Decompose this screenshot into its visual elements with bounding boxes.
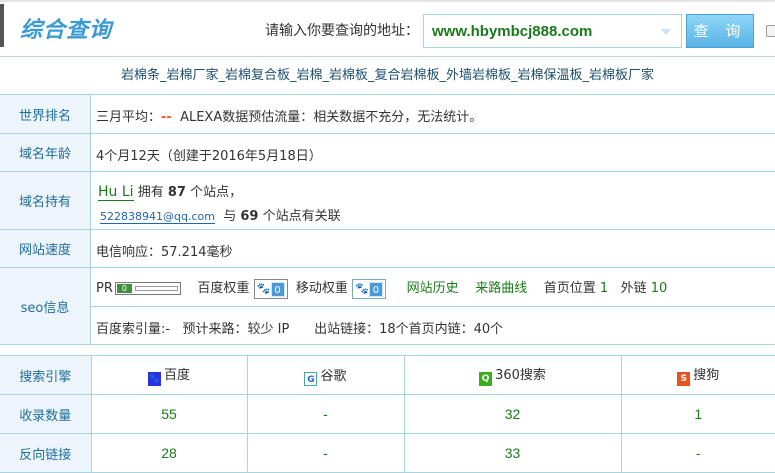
domain-age-value: 4个月12天（创建于2016年5月18日） (96, 149, 322, 164)
row-world-rank: 世界排名 三月平均：-- ALEXA数据预估流量：相关数据不充分，无法统计。 (0, 95, 775, 134)
row-domain-owner: 域名持有 Hu Li 拥有 87 个站点， 522838941@qq.com 与… (0, 172, 775, 230)
mobile-weight-badge[interactable]: 🐾 0 (351, 278, 386, 299)
engine-name: 360搜索 (495, 368, 546, 383)
rank-prefix: 三月平均： (96, 110, 162, 125)
indexed-baidu: 55 (90, 394, 248, 434)
with-text: 与 (223, 209, 237, 224)
dropdown-arrow-icon[interactable] (661, 29, 671, 35)
paw-icon: 🐾 (354, 281, 369, 295)
engine-name: 谷歌 (320, 368, 347, 384)
engine-google: G 谷歌 (246, 355, 405, 395)
query-button[interactable]: 查 询 (686, 14, 754, 48)
external-links-value: 10 (650, 281, 668, 296)
row-site-speed: 网站速度 电信响应：57.214毫秒 (0, 230, 775, 268)
sogou-icon: S (677, 372, 691, 386)
external-links-label: 外链 (620, 281, 647, 296)
table-row: 收录数量 55 - 32 1 (0, 394, 775, 434)
indexed-sogou: 1 (620, 394, 775, 434)
owner-line: Hu Li 拥有 87 个站点， (98, 181, 243, 201)
owner-sites-text: 个站点， (190, 185, 243, 200)
baidu-index: 百度索引量:- (96, 322, 171, 337)
row-label: 网站速度 (0, 230, 91, 267)
header-accent-bar (0, 4, 4, 47)
backlinks-360: 33 (403, 433, 622, 473)
seo-line-1: PR 0 百度权重 🐾 0 移动权重 🐾 0 网站历史 来路曲线 首页位置 1 外链 … (96, 277, 667, 299)
table-row: 反向链接 28 - 33 - (0, 433, 775, 473)
home-position-value: 1 (599, 281, 609, 296)
row-domain-age: 域名年龄 4个月12天（创建于2016年5月18日） (0, 134, 775, 172)
url-input-value: www.hbymbcj888.com (432, 23, 593, 40)
backlinks-google: - (246, 433, 405, 473)
pr-label: PR (96, 281, 113, 296)
outbound-links: 出站链接：18个首页内链：40个 (314, 322, 504, 337)
360-search-icon: Q (479, 372, 493, 386)
row-label: 域名年龄 (0, 134, 91, 171)
logo: 综合查询 (20, 18, 113, 43)
row-seo: seo信息 PR 0 百度权重 🐾 0 移动权重 🐾 0 网站历史 来路曲线 首页位置… (0, 268, 775, 345)
owner-email-line: 522838941@qq.com 与 69 个站点有关联 (100, 205, 341, 224)
seo-line-2: 百度索引量:- 预计来路：较少 IP 出站链接：18个首页内链：40个 (96, 318, 503, 337)
baidu-icon: 🐾 (147, 372, 161, 386)
baidu-weight-badge[interactable]: 🐾 0 (253, 278, 288, 299)
traffic-curve-link[interactable]: 来路曲线 (475, 281, 528, 296)
mobile-weight-value: 0 (368, 281, 383, 297)
rank-value: 三月平均：-- ALEXA数据预估流量：相关数据不充分，无法统计。 (96, 106, 482, 125)
backlinks-baidu: 28 (90, 433, 248, 473)
estimated-traffic: 预计来路：较少 IP (182, 322, 290, 337)
related-count: 69 (240, 209, 259, 224)
row-label: seo信息 (0, 268, 91, 344)
pr-value: 0 (116, 284, 132, 293)
row-label: 收录数量 (0, 394, 92, 434)
engine-name: 百度 (163, 368, 190, 383)
owner-name-link[interactable]: Hu Li (98, 184, 134, 201)
header: 综合查询 请输入你要查询的地址： www.hbymbcj888.com 查 询 (0, 0, 775, 57)
table-header-row: 搜索引擎 🐾 百度 G 谷歌 Q 360搜索 S 搜狗 (0, 355, 775, 395)
baidu-weight-label: 百度权重 (197, 281, 250, 296)
owner-has: 拥有 (137, 185, 164, 200)
row-label: 域名持有 (0, 172, 91, 229)
owner-email-link[interactable]: 522838941@qq.com (100, 210, 215, 224)
checkbox[interactable] (766, 25, 775, 37)
row-label: 反向链接 (0, 433, 92, 473)
site-history-link[interactable]: 网站历史 (406, 281, 459, 296)
row-label: 世界排名 (0, 95, 91, 133)
engine-360: Q 360搜索 (403, 355, 622, 395)
url-input[interactable]: www.hbymbcj888.com (423, 14, 682, 48)
engine-sogou: S 搜狗 (620, 355, 775, 395)
backlinks-sogou: - (620, 433, 775, 473)
home-position-label: 首页位置 (543, 281, 596, 296)
rank-number: -- (161, 110, 172, 125)
indexed-google: - (246, 394, 405, 434)
search-engine-table: 搜索引擎 🐾 百度 G 谷歌 Q 360搜索 S 搜狗 收录数量 55 - 32 1 反… (0, 355, 775, 473)
owner-site-count: 87 (167, 185, 186, 200)
indexed-360: 32 (403, 394, 622, 434)
engine-name: 搜狗 (693, 368, 720, 383)
baidu-weight-value: 0 (270, 281, 285, 297)
alexa-text: ALEXA数据预估流量：相关数据不充分，无法统计。 (180, 110, 483, 125)
paw-icon: 🐾 (256, 281, 271, 295)
google-icon: G (304, 371, 318, 386)
speed-value: 电信响应：57.214毫秒 (96, 245, 233, 260)
pr-bar: 0 (114, 282, 181, 295)
url-prompt-label: 请输入你要查询的地址： (265, 23, 419, 39)
related-text: 个站点有关联 (262, 209, 341, 224)
engine-header: 搜索引擎 (0, 355, 92, 395)
mobile-weight-label: 移动权重 (295, 281, 348, 296)
engine-baidu: 🐾 百度 (90, 355, 248, 395)
site-keywords: 岩棉条_岩棉厂家_岩棉复合板_岩棉_岩棉板_复合岩棉板_外墙岩棉板_岩棉保温板_… (0, 57, 775, 95)
